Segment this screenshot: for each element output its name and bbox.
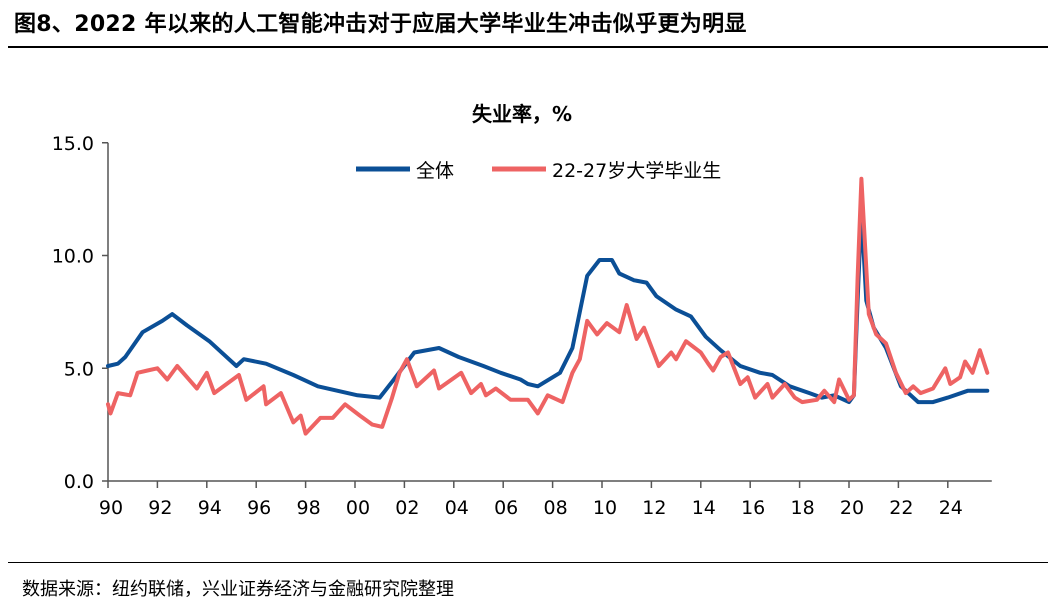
y-tick-label: 0.0 (64, 471, 94, 493)
x-tick-label: 14 (692, 497, 716, 519)
x-tick-label: 02 (395, 497, 419, 519)
y-tick-label: 5.0 (64, 358, 94, 380)
legend: 全体 22-27岁大学毕业生 (356, 160, 721, 182)
footer-divider (8, 562, 1048, 563)
x-tick-label: 12 (642, 497, 666, 519)
x-tick-label: 98 (297, 497, 321, 519)
y-tick-label: 10.0 (52, 246, 94, 268)
legend-label-all: 全体 (416, 160, 454, 182)
x-tick-label: 06 (494, 497, 518, 519)
x-tick-label: 16 (741, 497, 765, 519)
x-tick-label: 10 (593, 497, 617, 519)
x-tick-label: 90 (99, 497, 123, 519)
x-tick-label: 00 (346, 497, 370, 519)
x-tick-label: 18 (791, 497, 815, 519)
legend-label-grads: 22-27岁大学毕业生 (552, 160, 721, 182)
x-tick-label: 92 (148, 497, 172, 519)
series-line-grads (106, 176, 990, 436)
x-tick-label: 94 (198, 497, 222, 519)
x-tick-label: 22 (889, 497, 913, 519)
figure-title: 图8、2022 年以来的人工智能冲击对于应届大学毕业生冲击似乎更为明显 (14, 12, 747, 37)
x-tick-label: 24 (939, 497, 963, 519)
x-tick-label: 08 (544, 497, 568, 519)
title-divider (8, 46, 1048, 48)
source-note: 数据来源：纽约联储，兴业证券经济与金融研究院整理 (22, 579, 454, 600)
y-tick-label: 15.0 (52, 133, 94, 155)
axes: 0.0 5.0 10.0 15.0 90 92 94 96 98 00 02 04 06 08 10 12 14… (52, 133, 992, 519)
x-tick-label: 96 (247, 497, 271, 519)
x-tick-label: 04 (445, 497, 469, 519)
series-lines (106, 176, 990, 436)
chart-title: 失业率，% (472, 102, 572, 126)
x-tick-label: 20 (840, 497, 864, 519)
